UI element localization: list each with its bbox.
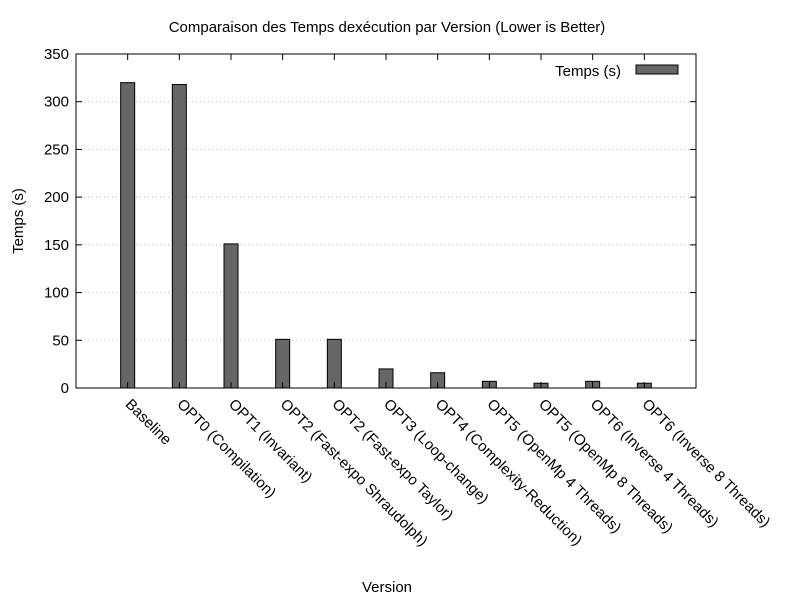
plot-frame	[75, 53, 697, 389]
y-tick-label: 300	[44, 94, 69, 111]
bars	[120, 82, 652, 389]
bar	[120, 82, 136, 389]
y-axis-ticks: 0 50 100 150 200 250 300 350	[44, 46, 696, 397]
y-tick-label: 150	[44, 237, 69, 254]
y-tick-label: 50	[52, 332, 69, 349]
y-tick-label: 200	[44, 189, 69, 206]
bar	[275, 338, 291, 389]
bar	[326, 338, 342, 389]
chart-title: Comparaison des Temps dexécution par Ver…	[169, 19, 606, 36]
x-tick-label: Baseline	[122, 396, 175, 449]
legend-swatch	[635, 64, 679, 75]
x-axis-title: Version	[362, 579, 412, 596]
bar	[223, 243, 239, 389]
bar	[171, 84, 187, 389]
grid-lines	[76, 101, 696, 341]
y-tick-label: 0	[61, 380, 69, 397]
legend-label: Temps (s)	[555, 63, 621, 80]
y-tick-label: 100	[44, 285, 69, 302]
x-tick-label: OPT0 (Compilation)	[174, 396, 280, 502]
legend: Temps (s)	[555, 63, 679, 80]
y-tick-label: 250	[44, 141, 69, 158]
y-axis-title: Temps (s)	[10, 188, 27, 254]
y-tick-label: 350	[44, 46, 69, 63]
